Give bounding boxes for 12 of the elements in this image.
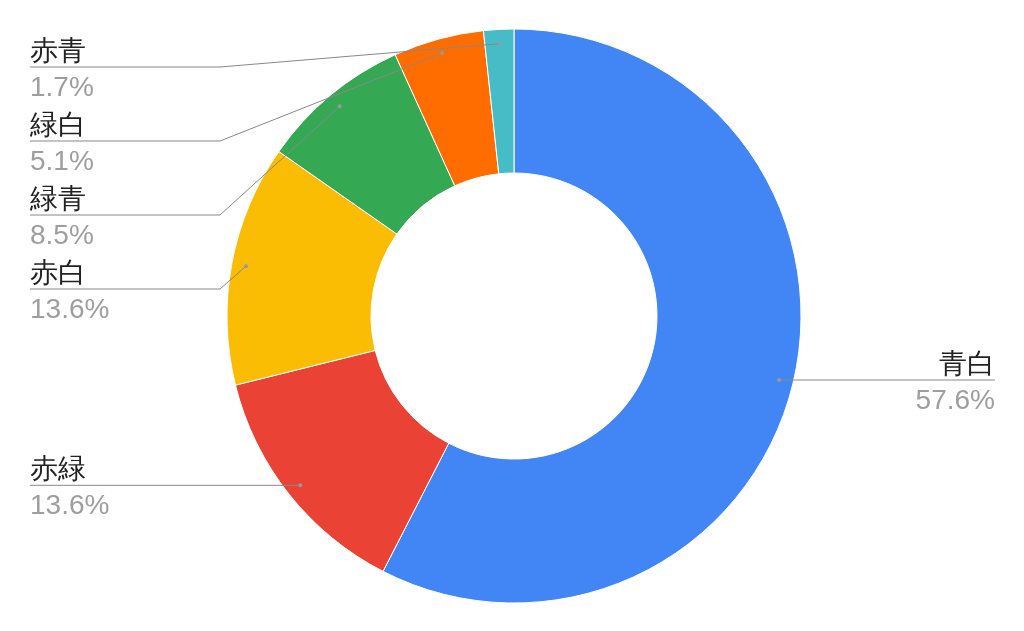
- slice-label: 赤青: [30, 35, 86, 66]
- data-label: 13.6%: [30, 293, 110, 324]
- slice-label: 緑青: [29, 183, 86, 214]
- data-label: 8.5%: [30, 219, 94, 250]
- slice-label: 緑白: [29, 109, 86, 140]
- slice-label: 青白: [939, 348, 995, 379]
- slice-label: 赤白: [30, 257, 86, 288]
- slice-label: 赤緑: [30, 453, 86, 485]
- data-label: 1.7%: [30, 71, 94, 102]
- data-label: 13.6%: [30, 489, 110, 521]
- data-label: 5.1%: [30, 145, 94, 176]
- data-label: 57.6%: [915, 384, 995, 415]
